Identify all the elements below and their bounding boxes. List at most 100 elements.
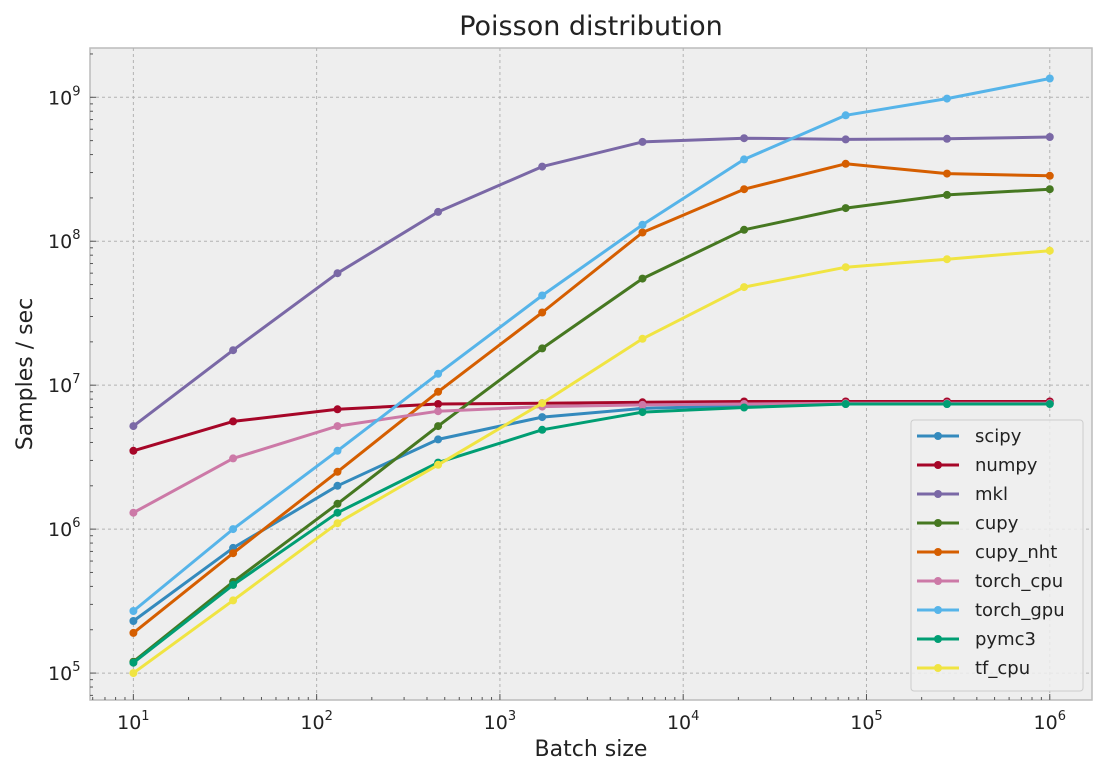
data-point-tf_cpu [333, 519, 342, 528]
data-point-cupy [1045, 185, 1054, 194]
data-point-cupy [841, 204, 850, 213]
data-point-tf_cpu [841, 263, 850, 272]
series-line-cupy_nht [132, 162, 1050, 635]
series-tf_cpu [129, 246, 1054, 678]
data-point-pymc3 [740, 403, 749, 412]
series-line-torch_gpu [132, 77, 1051, 613]
data-point-cupy_nht [943, 169, 951, 178]
series-line-tf_cpu [132, 249, 1050, 675]
legend-label-cupy_nht: cupy_nht [975, 542, 1057, 563]
legend-label-torch_cpu: torch_cpu [975, 571, 1063, 592]
data-point-pymc3 [638, 408, 647, 417]
data-point-mkl [1045, 133, 1054, 141]
data-point-scipy [129, 617, 138, 625]
legend-marker-torch_cpu [934, 577, 942, 585]
data-point-mkl [740, 134, 749, 143]
data-point-pymc3 [229, 580, 238, 589]
data-point-mkl [841, 135, 850, 144]
data-point-pymc3 [943, 400, 951, 408]
x-tick-label: 105 [850, 709, 882, 734]
data-point-scipy [434, 435, 443, 444]
data-point-torch_gpu [229, 525, 238, 534]
data-point-pymc3 [841, 400, 850, 408]
legend-label-tf_cpu: tf_cpu [975, 658, 1030, 679]
legend-label-pymc3: pymc3 [975, 629, 1036, 650]
data-point-cupy [538, 344, 547, 353]
x-tick-label: 106 [1034, 709, 1066, 734]
data-point-mkl [229, 346, 238, 355]
x-axis: 101 102 103 104 105 106 [92, 694, 1066, 734]
data-point-mkl [129, 422, 138, 431]
data-point-torch_gpu [943, 94, 951, 103]
data-point-torch_gpu [638, 220, 647, 229]
data-point-cupy_nht [841, 159, 850, 168]
series-torch_gpu [129, 74, 1054, 615]
data-point-cupy [434, 422, 443, 431]
data-point-cupy_nht [538, 308, 547, 317]
data-point-tf_cpu [943, 255, 951, 264]
legend-label-torch_gpu: torch_gpu [975, 600, 1065, 621]
series-line-mkl [132, 135, 1050, 428]
series-cupy [129, 185, 1054, 666]
data-point-cupy [638, 274, 647, 283]
data-point-tf_cpu [434, 460, 443, 469]
data-point-torch_gpu [434, 369, 443, 378]
legend-marker-cupy [934, 519, 942, 527]
data-point-tf_cpu [638, 334, 647, 343]
data-point-pymc3 [1045, 400, 1054, 408]
data-point-tf_cpu [229, 596, 238, 605]
data-point-torch_gpu [1045, 74, 1054, 83]
data-point-torch_cpu [229, 454, 238, 463]
data-point-numpy [333, 405, 342, 414]
data-point-cupy [740, 225, 749, 234]
legend: scipy numpy mkl cupy cupy_nht torch_cpu torch_… [910, 419, 1084, 692]
series-line-pymc3 [132, 402, 1050, 664]
data-point-mkl [638, 137, 647, 146]
data-point-torch_cpu [434, 407, 443, 416]
data-point-cupy_nht [638, 228, 647, 237]
y-axis: 105 106 107 108 109 [48, 53, 96, 696]
series-layer [129, 74, 1054, 678]
y-tick-label: 106 [48, 516, 80, 541]
data-point-torch_gpu [129, 607, 138, 615]
series-cupy_nht [129, 159, 1054, 637]
data-point-tf_cpu [740, 283, 749, 292]
legend-marker-pymc3 [934, 635, 942, 643]
chart-title: Poisson distribution [459, 11, 723, 42]
data-point-cupy [333, 499, 342, 508]
data-point-cupy_nht [129, 628, 138, 637]
legend-marker-torch_gpu [934, 606, 942, 614]
y-tick-label: 108 [48, 228, 80, 253]
data-point-cupy_nht [229, 549, 238, 558]
data-point-pymc3 [538, 425, 547, 434]
data-point-torch_gpu [841, 111, 850, 120]
y-tick-label: 105 [48, 660, 80, 685]
legend-label-cupy: cupy [975, 513, 1019, 534]
data-point-scipy [333, 481, 342, 490]
series-line-cupy [132, 187, 1050, 663]
data-point-mkl [943, 134, 951, 143]
data-point-mkl [333, 269, 342, 278]
data-point-pymc3 [333, 508, 342, 517]
data-point-torch_cpu [129, 508, 138, 517]
legend-marker-mkl [934, 490, 942, 498]
y-tick-label: 107 [48, 372, 80, 397]
data-point-tf_cpu [129, 669, 138, 678]
y-tick-label: 109 [48, 84, 80, 109]
data-point-pymc3 [129, 658, 138, 667]
data-point-cupy [943, 190, 951, 199]
data-point-cupy_nht [1045, 171, 1054, 180]
data-point-tf_cpu [538, 399, 547, 408]
x-axis-label: Batch size [535, 737, 648, 762]
data-point-cupy_nht [740, 185, 749, 194]
series-pymc3 [129, 400, 1054, 667]
x-tick-label: 102 [300, 709, 332, 734]
x-tick-label: 104 [667, 709, 699, 734]
data-point-cupy_nht [434, 387, 443, 396]
data-point-mkl [538, 162, 547, 171]
data-point-torch_cpu [333, 422, 342, 431]
x-tick-label: 101 [117, 709, 149, 734]
legend-marker-tf_cpu [934, 664, 942, 672]
data-point-torch_cpu [638, 400, 647, 409]
